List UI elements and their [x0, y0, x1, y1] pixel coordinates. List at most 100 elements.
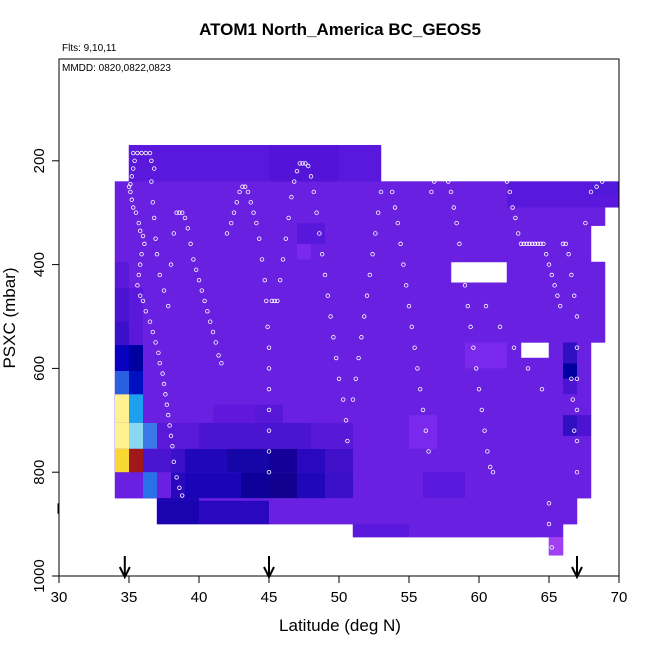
heatmap-cell [549, 537, 563, 556]
heatmap-cell [353, 448, 423, 499]
flight-track-point [130, 166, 136, 171]
heatmap-cell [171, 472, 185, 499]
heatmap-cell [325, 448, 353, 473]
heatmap-cell [577, 378, 591, 395]
flight-track-point [266, 366, 272, 371]
heatmap-cell [185, 472, 241, 499]
heatmap-cell [171, 448, 185, 473]
flight-track-point [412, 345, 417, 350]
heatmap-cell [423, 472, 465, 499]
heatmap-cell [269, 472, 297, 499]
flight-track-point [275, 298, 280, 304]
heatmap-cell [143, 347, 157, 423]
flight-track-point [341, 397, 346, 402]
flight-track-point [133, 210, 139, 215]
flight-track-point [294, 168, 300, 174]
heatmap-cell [129, 422, 143, 449]
flight-track-point [471, 345, 476, 350]
heatmap-cell [115, 394, 129, 423]
flight-track-point [154, 252, 160, 257]
heatmap-cell [269, 145, 339, 182]
flight-track-point [569, 272, 574, 278]
heatmap-cell [563, 363, 577, 379]
flight-track-point [437, 174, 442, 179]
flight-track-point [174, 210, 179, 215]
heatmap-cell [143, 448, 157, 473]
flight-track-point [147, 319, 153, 324]
flight-track-point [317, 231, 322, 236]
flight-track-point [278, 277, 283, 283]
flight-track-point [471, 277, 476, 283]
flight-marker-arrowhead [118, 566, 131, 580]
heatmap-cell [115, 370, 129, 395]
flight-track-point [384, 163, 389, 169]
flight-track-point [418, 386, 423, 392]
flight-track-point [423, 428, 428, 433]
flight-track-point [549, 272, 554, 278]
heatmap-cell [115, 422, 129, 449]
flight-track-point [476, 386, 482, 392]
flight-track-point [583, 220, 588, 226]
y-tick-label: 800 [31, 460, 48, 485]
flight-track-point [322, 272, 328, 278]
flight-track-point [574, 376, 580, 381]
heatmap-cell [297, 448, 325, 473]
flight-track-point [137, 228, 143, 234]
dates-annotation: MMDD: 0820,0822,0823 [62, 63, 171, 74]
flight-track-point [171, 231, 176, 236]
flight-track-point [588, 189, 594, 195]
flight-track-point [300, 161, 305, 166]
flight-track-point [367, 272, 372, 278]
flight-track-point [406, 303, 412, 309]
heatmap-cell [241, 472, 269, 499]
flight-track-point [165, 303, 171, 309]
x-axis-label: Latitude (deg N) [279, 616, 401, 635]
heatmap-region [114, 282, 606, 343]
x-tick-label: 60 [471, 589, 488, 606]
flight-track-point [572, 428, 577, 433]
flight-track-point [150, 200, 155, 205]
heatmap-cell [199, 422, 269, 449]
heatmap-cell [157, 422, 199, 449]
flight-track-point [130, 205, 136, 210]
flight-track-point [129, 197, 134, 202]
heatmap-cell [129, 394, 143, 423]
flight-track-point [558, 303, 563, 309]
heatmap-cell [465, 342, 507, 369]
flight-track-point [216, 353, 221, 358]
flight-track-point [549, 545, 554, 550]
flight-track-point [292, 179, 297, 184]
flight-track-point [205, 309, 210, 314]
heatmap-cell [563, 342, 577, 364]
flight-track-point [231, 210, 237, 215]
flight-track-point [139, 252, 144, 257]
flight-track-point [496, 174, 501, 179]
flight-track-point [574, 314, 580, 319]
flight-track-point [136, 272, 141, 278]
flight-track-point [188, 241, 193, 247]
flight-track-point [516, 231, 521, 236]
flight-track-point [262, 277, 267, 283]
flight-track-point [177, 210, 182, 215]
flight-track-point [242, 184, 248, 189]
flight-track-point [264, 298, 269, 304]
flight-track-points [126, 150, 622, 550]
flight-track-point [527, 241, 532, 247]
y-tick-label: 1000 [31, 559, 48, 592]
flight-track-point [524, 241, 529, 247]
flight-track-point [165, 412, 171, 418]
flight-track-point [149, 158, 154, 163]
flight-track-point [149, 179, 154, 184]
flight-track-point [488, 464, 493, 470]
flight-track-point [151, 215, 157, 221]
flight-track-point [202, 298, 207, 304]
flight-track-point [265, 324, 270, 330]
flight-track-point [569, 376, 574, 381]
flight-track-point [153, 340, 158, 345]
flight-track-point [502, 174, 507, 179]
flight-track-point [574, 345, 580, 350]
flight-track-point [555, 293, 560, 298]
flight-track-point [532, 241, 538, 247]
heatmap-region [506, 261, 606, 284]
